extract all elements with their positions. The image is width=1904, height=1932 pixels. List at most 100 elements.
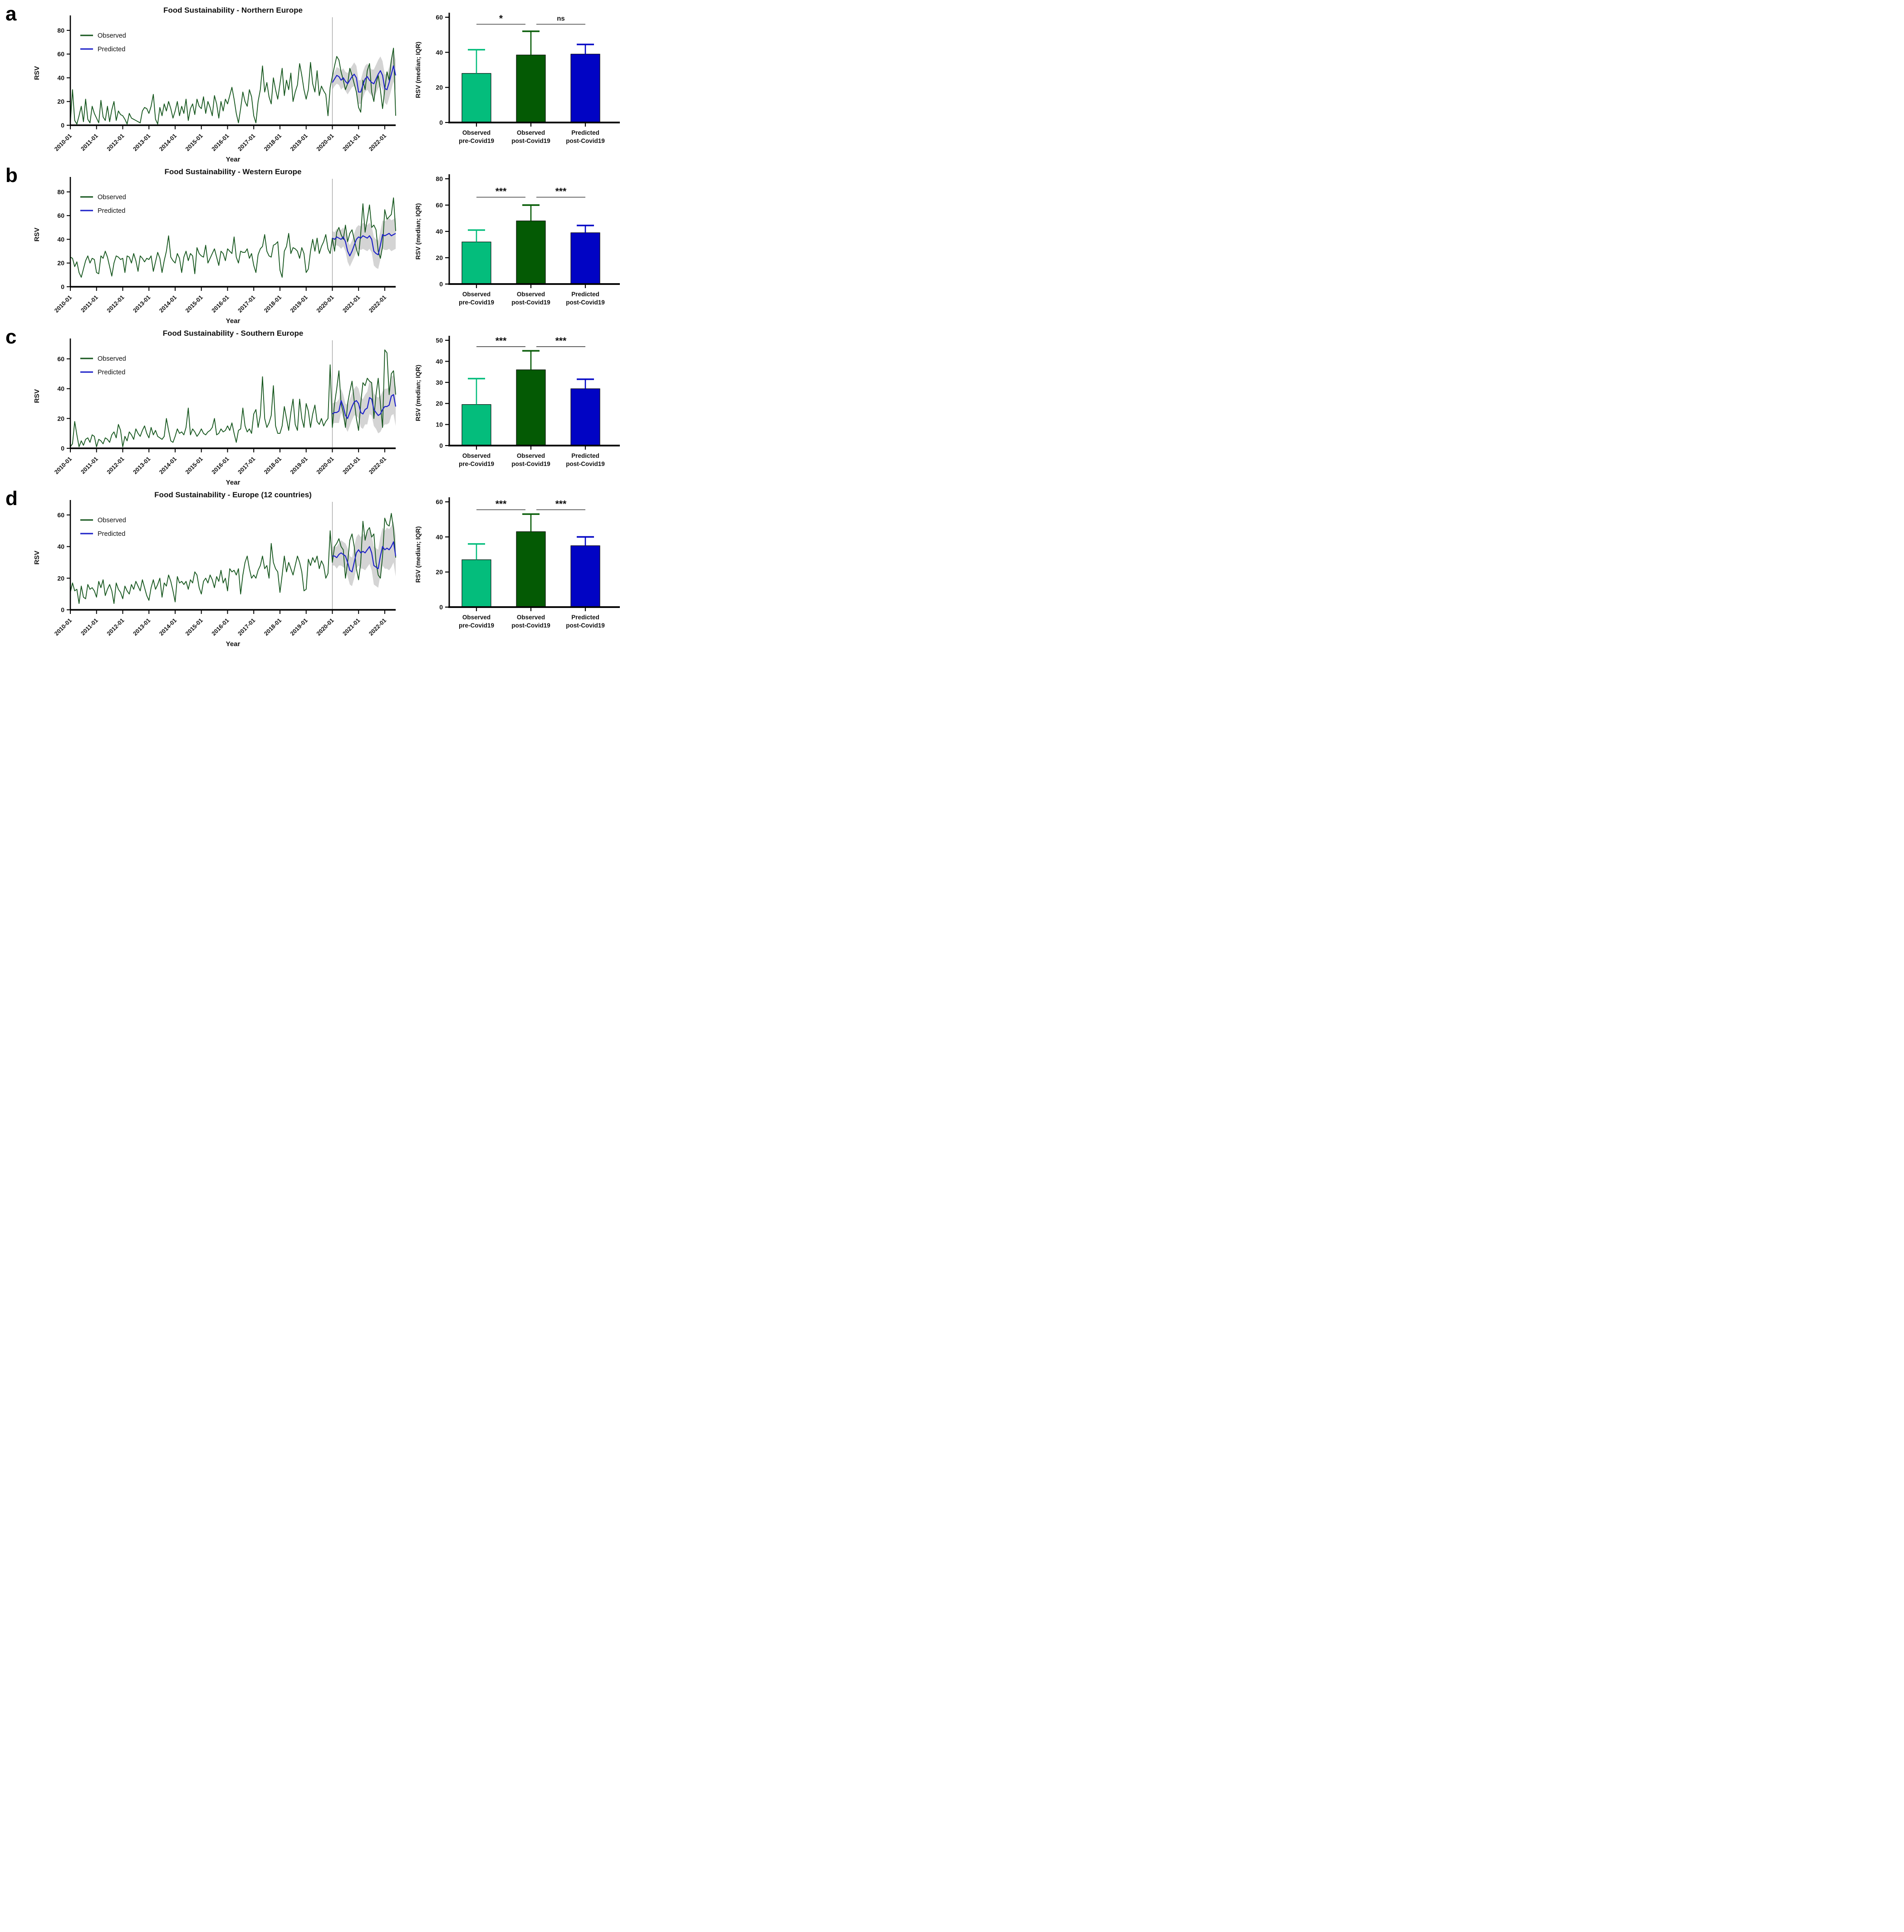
line-chart-europe-12-countries: 0 20 40 60 2010-01 2011-01 2012-01 2013-01 2014-… (33, 490, 397, 648)
x-tick-label: 2012-01 (105, 294, 125, 314)
y-tick-label: 10 (436, 421, 443, 428)
legend-predicted-label: Predicted (98, 369, 125, 376)
x-axis-label: Year (226, 317, 240, 325)
y-tick-label: 0 (439, 603, 443, 611)
bar-category-label-line1: Observed (517, 452, 545, 459)
x-tick-label: 2018-01 (263, 132, 283, 152)
panel-row-c: c 0 20 40 60 2010-01 2011-01 2012-01 2013-01 201… (0, 326, 635, 488)
y-tick-label: 20 (57, 574, 64, 582)
x-tick-label: 2021-01 (341, 132, 361, 152)
chart-title: Food Sustainability - Europe (12 countri… (154, 490, 312, 499)
significance-label: *** (496, 499, 507, 509)
x-tick-label: 2013-01 (132, 456, 152, 476)
confidence-band (332, 50, 396, 105)
y-tick-label: 20 (436, 569, 443, 576)
bar-category-label-line2: post-Covid19 (511, 137, 550, 144)
predicted-series-line (332, 233, 396, 257)
bar-predicted-post-covid19 (570, 545, 600, 608)
y-tick-label: 60 (57, 212, 64, 219)
legend-predicted-label: Predicted (98, 530, 125, 538)
y-axis-label: RSV (median; IQR) (414, 365, 422, 421)
legend-observed-label: Observed (98, 517, 126, 524)
observed-series-line (70, 349, 396, 447)
y-tick-label: 0 (61, 606, 64, 613)
x-tick-label: 2011-01 (79, 294, 99, 314)
bar-predicted-post-covid19 (570, 54, 600, 123)
y-axis-label: RSV (33, 389, 41, 403)
y-tick-label: 0 (439, 442, 443, 449)
y-tick-label: 40 (436, 228, 443, 235)
legend-observed-label: Observed (98, 355, 126, 363)
bar-category-label-line2: post-Covid19 (566, 137, 605, 144)
x-tick-label: 2010-01 (53, 132, 73, 152)
legend-predicted-label: Predicted (98, 46, 125, 53)
y-tick-label: 40 (436, 49, 443, 56)
y-tick-label: 40 (436, 533, 443, 540)
x-tick-label: 2019-01 (289, 294, 309, 314)
x-tick-label: 2011-01 (79, 456, 99, 476)
line-chart-southern-europe: 0 20 40 60 2010-01 2011-01 2012-01 2013-01 2014-… (33, 329, 397, 486)
bar-category-label-line2: post-Covid19 (511, 299, 550, 306)
observed-series-line (70, 197, 396, 278)
x-axis-label: Year (226, 479, 240, 486)
x-tick-label: 2011-01 (79, 617, 99, 637)
bar-observed-post-covid19 (516, 221, 546, 284)
predicted-series-line (332, 394, 397, 419)
bar-category-label-line2: post-Covid19 (566, 622, 605, 629)
y-tick-label: 50 (436, 337, 443, 344)
bar-category-label-line1: Predicted (571, 452, 599, 459)
x-tick-label: 2022-01 (368, 132, 388, 152)
y-tick-label: 0 (439, 280, 443, 288)
y-tick-label: 60 (57, 355, 64, 363)
y-tick-label: 80 (57, 27, 64, 34)
chart-title: Food Sustainability - Western Europe (165, 167, 302, 176)
x-tick-label: 2021-01 (341, 294, 361, 314)
legend-observed-label: Observed (98, 32, 126, 39)
x-tick-label: 2015-01 (184, 617, 204, 637)
chart-title: Food Sustainability - Southern Europe (163, 329, 304, 338)
bar-chart-southern-europe: 0 10 20 30 40 50 *** *** Observed pre-Covid19 Obse… (414, 336, 620, 467)
line-chart-western-europe: 0 20 40 60 80 2010-01 2011-01 2012-01 2013-01 201… (33, 167, 396, 325)
figure-food-sustainability: a 0 20 40 60 80 2010-01 2011-01 2012-01 2013-01 2… (0, 0, 635, 655)
significance-label: ns (557, 15, 565, 22)
significance-label: *** (555, 499, 567, 509)
bar-category-label-line2: post-Covid19 (566, 461, 605, 467)
bar-observed-pre-covid19 (461, 73, 491, 123)
y-tick-label: 40 (436, 358, 443, 365)
significance-label: *** (555, 336, 567, 346)
x-tick-label: 2020-01 (315, 617, 335, 637)
x-tick-label: 2015-01 (184, 294, 204, 314)
y-tick-label: 40 (57, 74, 64, 81)
y-axis-label: RSV (median; IQR) (414, 203, 422, 260)
x-tick-label: 2012-01 (105, 132, 125, 152)
bar-category-label-line2: pre-Covid19 (459, 622, 494, 629)
x-tick-label: 2018-01 (263, 294, 283, 314)
y-axis-label: RSV (33, 551, 41, 565)
y-axis-label: RSV (33, 66, 41, 80)
bar-category-label-line1: Predicted (571, 614, 599, 621)
y-tick-label: 20 (436, 254, 443, 261)
bar-category-label-line2: post-Covid19 (566, 299, 605, 306)
significance-label: *** (496, 186, 507, 197)
bar-observed-post-covid19 (516, 531, 546, 608)
y-tick-label: 60 (57, 50, 64, 58)
x-tick-label: 2014-01 (158, 294, 178, 314)
line-chart-northern-europe: 0 20 40 60 80 2010-01 2011-01 2012-01 2013-01 201… (33, 6, 397, 163)
bar-category-label-line2: post-Covid19 (511, 461, 550, 467)
panel-letter-c: c (5, 326, 17, 348)
x-axis-label: Year (226, 156, 240, 163)
x-tick-label: 2020-01 (315, 456, 335, 476)
y-tick-label: 0 (61, 283, 64, 290)
bar-category-label-line2: pre-Covid19 (459, 137, 494, 144)
bar-observed-pre-covid19 (461, 559, 491, 608)
legend-observed-label: Observed (98, 194, 126, 201)
y-axis-label: RSV (33, 228, 41, 242)
observed-series-line (70, 513, 396, 604)
x-tick-label: 2017-01 (236, 132, 256, 152)
y-tick-label: 80 (57, 188, 64, 196)
y-tick-label: 0 (61, 445, 64, 452)
bar-observed-post-covid19 (516, 369, 546, 446)
x-tick-label: 2020-01 (315, 294, 335, 314)
